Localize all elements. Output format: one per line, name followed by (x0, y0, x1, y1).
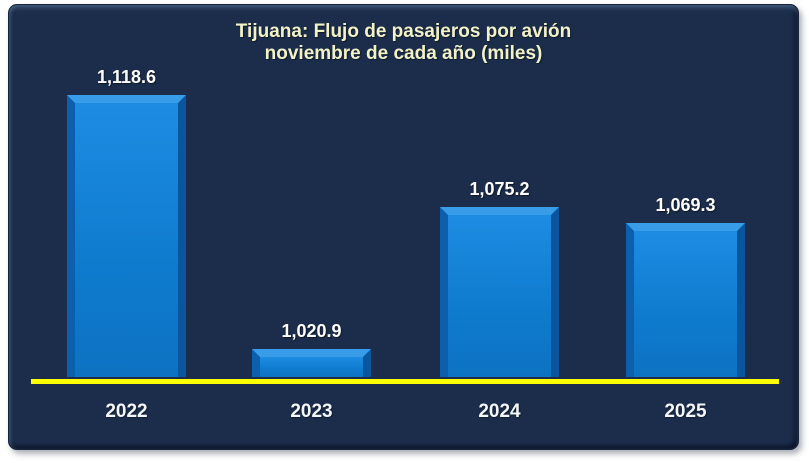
bar-2024 (440, 207, 559, 377)
bar-group-2022: 1,118.6 (67, 67, 186, 377)
bar-2025 (626, 223, 745, 377)
axis-label-2025: 2025 (664, 401, 707, 422)
bar-group-2023: 1,020.9 (252, 321, 371, 377)
bar-2023 (252, 349, 371, 377)
axis-label-2024: 2024 (478, 401, 521, 422)
axis-label-2023: 2023 (290, 401, 333, 422)
chart-title-line1: Tijuana: Flujo de pasajeros por avión (235, 21, 572, 42)
bar-group-2025: 1,069.3 (626, 195, 745, 377)
bar-2022 (67, 95, 186, 377)
chart-title: Tijuana: Flujo de pasajeros por avión no… (9, 21, 798, 65)
axis-label-2022: 2022 (105, 401, 148, 422)
bar-value-label-2025: 1,069.3 (655, 195, 716, 215)
bar-value-label-2024: 1,075.2 (469, 179, 530, 199)
chart-panel: Tijuana: Flujo de pasajeros por avión no… (8, 4, 799, 450)
bar-value-label-2022: 1,118.6 (96, 67, 157, 87)
x-axis-baseline (31, 379, 779, 384)
bar-value-label-2023: 1,020.9 (281, 321, 342, 341)
chart-title-line2: noviembre de cada año (miles) (264, 43, 543, 64)
bar-group-2024: 1,075.2 (440, 179, 559, 377)
